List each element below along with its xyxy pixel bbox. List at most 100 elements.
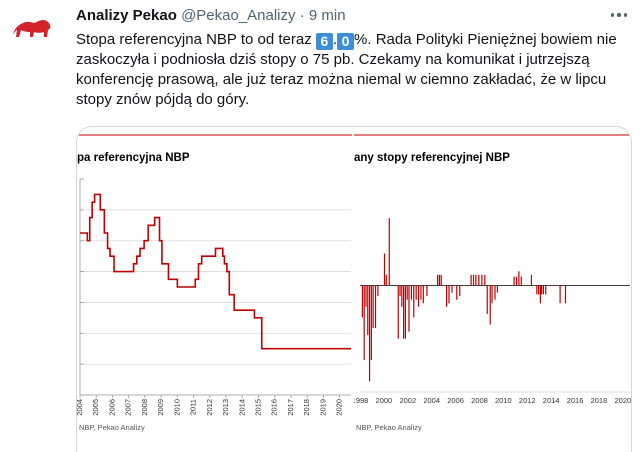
- bar: [459, 285, 461, 297]
- x-tick-label: 2020: [614, 396, 631, 405]
- x-tick-label: 2018: [591, 396, 608, 405]
- bar: [372, 285, 374, 329]
- bar: [530, 274, 533, 286]
- bar: [448, 285, 450, 304]
- x-tick-label: 2005: [91, 399, 100, 416]
- bar: [475, 274, 477, 286]
- x-tick-label: 1998: [354, 396, 368, 405]
- x-tick-label: 2020: [335, 399, 344, 416]
- x-tick-label: 2004: [423, 396, 440, 405]
- x-tick-label: 2010: [495, 396, 512, 405]
- bar: [422, 285, 424, 304]
- rate-changes-bar-chart: 1998 2000 2002 2004 2006 2008 2010 2012 2014 2016…: [352, 134, 631, 405]
- x-tick-label: 2002: [399, 396, 416, 405]
- x-tick-label: 2013: [221, 399, 230, 416]
- x-tick-label: 2019: [318, 399, 327, 416]
- bar: [404, 285, 406, 339]
- bar: [420, 285, 422, 300]
- bar: [374, 285, 377, 329]
- bar: [491, 285, 493, 304]
- bison-logo-icon: [13, 20, 51, 37]
- separator-dot: ·: [299, 7, 305, 24]
- bar: [437, 274, 439, 286]
- bar: [365, 285, 367, 307]
- bar: [536, 285, 538, 295]
- keycap-separator: .: [332, 31, 338, 48]
- author-handle[interactable]: @Pekao_Analizy: [181, 7, 296, 24]
- x-tick-label: 2012: [519, 396, 536, 405]
- reference-rate-line-chart: 2004 2005 2006 2007 2008 2009 2010 2011 2012 2013…: [77, 134, 352, 416]
- bar: [399, 285, 401, 297]
- chart-title: pa referencyjna NBP: [77, 152, 190, 164]
- bar: [426, 285, 428, 297]
- bar: [397, 285, 399, 339]
- x-tick-label: 2000: [376, 396, 393, 405]
- x-tick-label: 2006: [447, 396, 464, 405]
- bar: [406, 285, 408, 300]
- timestamp[interactable]: 9 min: [308, 7, 346, 24]
- chart-title: any stopy referencyjnej NBP: [354, 152, 510, 164]
- bar: [413, 285, 415, 318]
- bar: [361, 285, 363, 318]
- x-tick-label: 2010: [172, 399, 181, 416]
- series-line: [80, 193, 351, 350]
- bar: [486, 285, 488, 314]
- bar: [451, 285, 453, 293]
- tweet-text-part: %. Rada Polityki Pieniężnej bowiem nie z…: [76, 31, 617, 108]
- bar: [370, 285, 372, 361]
- bar: [496, 285, 498, 293]
- x-tick-label: 2015: [254, 399, 263, 416]
- bar: [417, 285, 420, 307]
- bar: [368, 285, 371, 382]
- bar: [367, 285, 369, 336]
- x-tick-label: 2018: [302, 399, 311, 416]
- avatar[interactable]: [10, 8, 54, 52]
- tweet-text-part: Stopa referencyjna NBP to od teraz: [76, 31, 316, 48]
- author-name[interactable]: Analizy Pekao: [76, 7, 177, 24]
- bar: [484, 274, 486, 286]
- x-tick-label: 2006: [107, 399, 116, 416]
- bar: [472, 274, 475, 286]
- x-tick-label: 2014: [543, 396, 560, 405]
- x-tick-label: 2011: [189, 399, 198, 415]
- more-options-icon[interactable]: [606, 2, 632, 28]
- x-tick-label: 2007: [124, 399, 133, 416]
- bar: [542, 285, 544, 295]
- tweet-header: Analizy Pekao @Pekao_Analizy · 9 min: [76, 6, 346, 26]
- x-tick-label: 2012: [205, 399, 214, 416]
- bar: [383, 253, 386, 286]
- x-tick-label: 2008: [471, 396, 488, 405]
- x-tick-label: 2009: [156, 399, 165, 416]
- bar: [470, 274, 472, 286]
- x-tick-label: 2017: [286, 399, 295, 416]
- bar: [539, 285, 541, 304]
- x-tick-label: 2014: [237, 399, 246, 416]
- bar: [446, 285, 448, 307]
- x-tick-label: 2016: [270, 399, 279, 416]
- bar: [401, 285, 403, 307]
- tweet-text: Stopa referencyjna NBP to od teraz 6. 0%.…: [76, 30, 626, 110]
- bar: [545, 285, 547, 295]
- bar: [408, 285, 410, 332]
- bar: [385, 274, 387, 286]
- bar: [377, 285, 379, 297]
- bar: [515, 276, 518, 286]
- bar: [489, 285, 491, 325]
- bar: [513, 276, 515, 286]
- chart-panel-rate-changes[interactable]: 1998 2000 2002 2004 2006 2008 2010 2012 2014 2016…: [352, 127, 631, 452]
- bar: [440, 274, 442, 286]
- chart-source: NBP, Pekao Analizy: [356, 423, 422, 432]
- chart-panel-reference-rate[interactable]: 2004 2005 2006 2007 2008 2009 2010 2011 2012 2013…: [77, 127, 352, 452]
- bar: [478, 274, 480, 286]
- bar: [564, 285, 567, 304]
- keycap-digit-six: 6: [315, 33, 333, 50]
- x-tick-label: 2016: [567, 396, 584, 405]
- keycap-digit-zero: 0: [337, 33, 355, 50]
- bar: [540, 285, 543, 295]
- bar: [415, 285, 417, 300]
- chart-source: NBP, Pekao Analizy: [79, 423, 145, 432]
- tweet-media[interactable]: 2004 2005 2006 2007 2008 2009 2010 2011 2012 2013…: [76, 126, 632, 452]
- bar: [363, 285, 365, 361]
- bar: [438, 274, 441, 286]
- bar: [559, 285, 561, 304]
